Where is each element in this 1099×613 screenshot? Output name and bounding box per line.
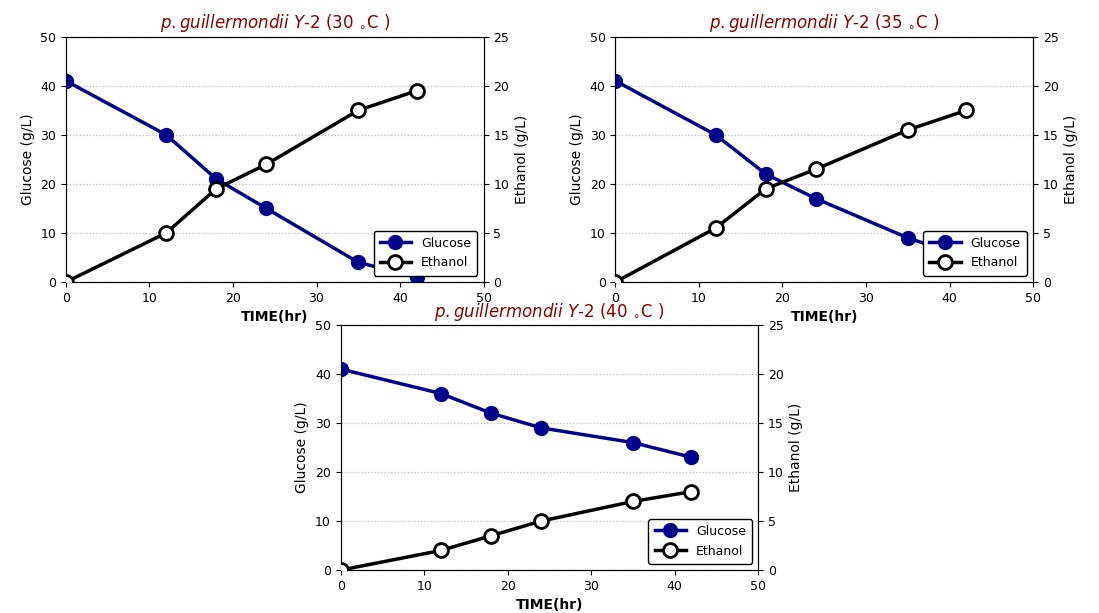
Ethanol [410,87,423,94]
Line: Glucose: Glucose [59,74,424,284]
Ethanol [59,278,73,286]
Line: Glucose: Glucose [609,74,974,264]
Ethanol [259,161,273,168]
Line: Ethanol: Ethanol [59,84,424,289]
Glucose [434,390,447,397]
Glucose [59,77,73,85]
Legend: Glucose, Ethanol: Glucose, Ethanol [648,519,752,564]
Line: Ethanol: Ethanol [609,104,974,289]
Ethanol [609,278,622,286]
Y-axis label: Glucose (g/L): Glucose (g/L) [570,113,585,205]
Ethanol [685,488,698,495]
Glucose [259,205,273,212]
Glucose [534,424,547,432]
Glucose [959,254,973,261]
Ethanol [210,185,223,192]
Legend: Glucose, Ethanol: Glucose, Ethanol [923,231,1026,276]
Glucose [334,365,347,373]
Ethanol [809,166,822,173]
Y-axis label: Glucose (g/L): Glucose (g/L) [21,113,35,205]
Glucose [410,273,423,281]
Y-axis label: Ethanol (g/L): Ethanol (g/L) [514,115,529,204]
Glucose [485,409,498,417]
Ethanol [901,126,914,134]
Ethanol [485,532,498,539]
X-axis label: TIME(hr): TIME(hr) [790,310,858,324]
Glucose [901,234,914,242]
Y-axis label: Glucose (g/L): Glucose (g/L) [296,402,310,493]
Line: Ethanol: Ethanol [334,485,699,577]
Glucose [210,175,223,183]
Ethanol [626,498,640,505]
Glucose [159,131,173,139]
Glucose [809,195,822,202]
Glucose [685,454,698,461]
Glucose [352,259,365,266]
Line: Glucose: Glucose [334,362,699,464]
Y-axis label: Ethanol (g/L): Ethanol (g/L) [789,403,803,492]
Title: $\it{p.guillermondii\ Y\text{-}2}$ (40 $_{\circ}$C ): $\it{p.guillermondii\ Y\text{-}2}$ (40 $… [434,300,665,322]
Ethanol [352,107,365,114]
Glucose [759,170,773,178]
Y-axis label: Ethanol (g/L): Ethanol (g/L) [1064,115,1078,204]
Ethanol [759,185,773,192]
Glucose [709,131,722,139]
Ethanol [159,229,173,237]
Title: $\it{p.guillermondii\ Y\text{-}2}$ (30 $_{\circ}$C ): $\it{p.guillermondii\ Y\text{-}2}$ (30 $… [159,12,390,34]
Ethanol [534,517,547,525]
Ethanol [709,224,722,232]
Ethanol [959,107,973,114]
Ethanol [434,547,447,554]
Title: $\it{p.guillermondii\ Y\text{-}2}$ (35 $_{\circ}$C ): $\it{p.guillermondii\ Y\text{-}2}$ (35 $… [709,12,940,34]
Legend: Glucose, Ethanol: Glucose, Ethanol [374,231,477,276]
Ethanol [334,566,347,574]
X-axis label: TIME(hr): TIME(hr) [515,598,584,612]
Glucose [609,77,622,85]
X-axis label: TIME(hr): TIME(hr) [241,310,309,324]
Glucose [626,439,640,446]
